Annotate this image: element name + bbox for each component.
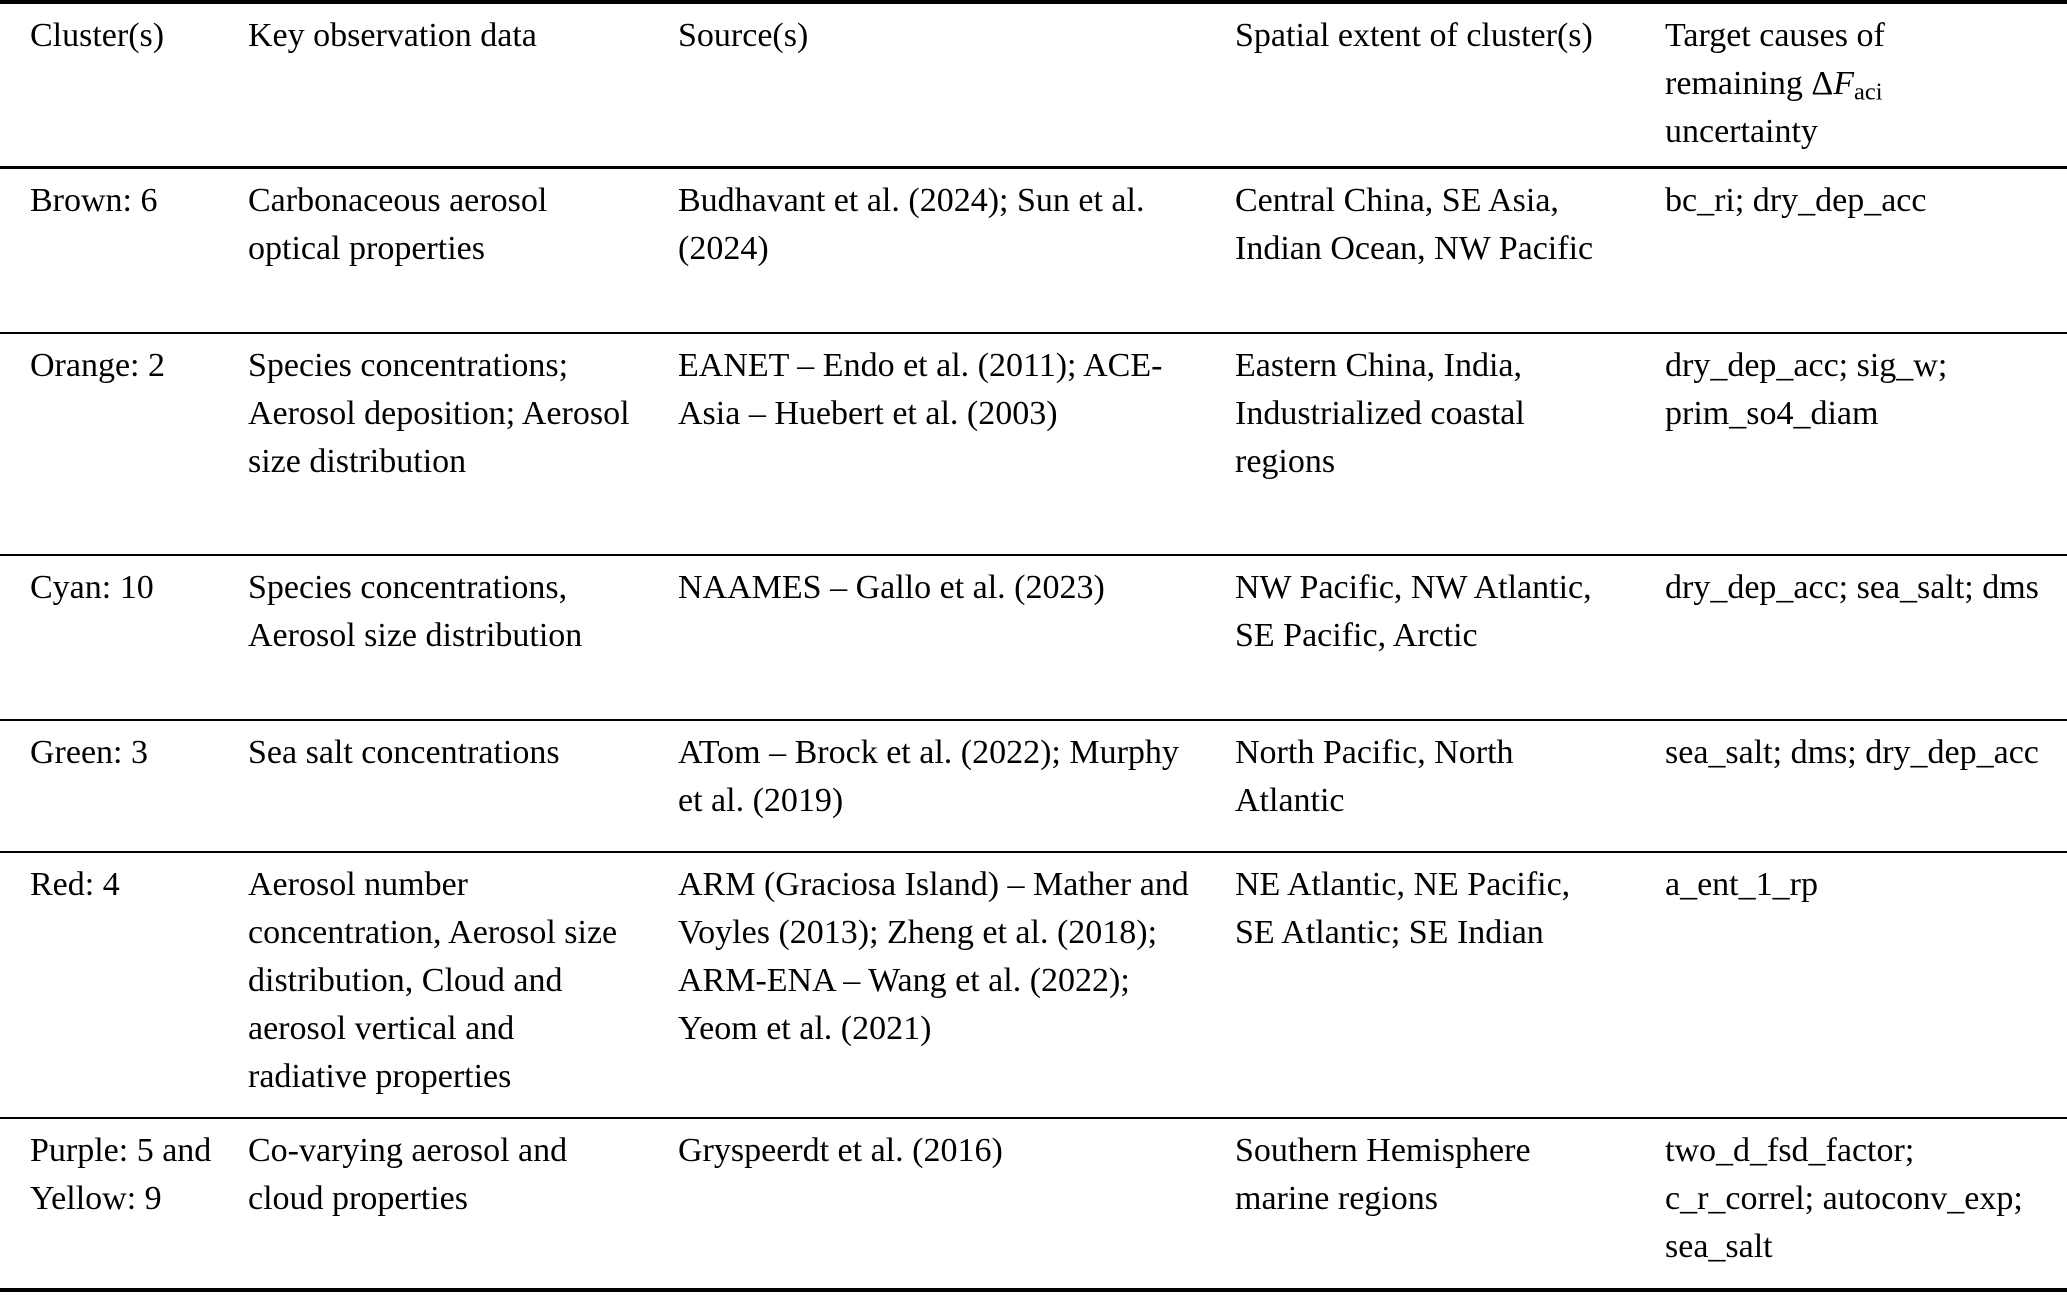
cell-target-causes: bc_ri; dry_dep_acc xyxy=(1665,181,1927,219)
cell-sources: ATom – Brock et al. (2022); Murphy et al… xyxy=(678,734,1179,819)
target-causes-line3: uncertainty xyxy=(1665,113,1818,150)
target-causes-line1: Target causes of xyxy=(1665,17,1885,54)
cell-cluster: Green: 3 xyxy=(30,734,149,771)
target-causes-line2: remaining xyxy=(1665,65,1803,102)
column-header-clusters: Cluster(s) xyxy=(30,17,165,54)
cell-cluster: Red: 4 xyxy=(30,866,120,903)
forcing-variable: F xyxy=(1833,65,1854,102)
cell-target-causes: sea_salt; dms; dry_dep_acc xyxy=(1665,734,2039,771)
header-row: Cluster(s) Key observation data Source(s… xyxy=(0,2,2067,167)
delta-symbol: Δ xyxy=(1811,65,1834,102)
cell-sources: Gryspeerdt et al. (2016) xyxy=(678,1132,1003,1169)
cell-target-causes: dry_dep_acc; sig_w; prim_so4_diam xyxy=(1665,347,1948,432)
cell-spatial-extent: NW Pacific, NW Atlantic, SE Pacific, Arc… xyxy=(1235,569,1592,654)
cell-observation-data: Co-varying aerosol and cloud properties xyxy=(248,1132,568,1217)
cell-cluster: Orange: 2 xyxy=(30,347,166,384)
cell-target-causes: dry_dep_acc; sea_salt; dms xyxy=(1665,569,2039,606)
cell-target-causes: a_ent_1_rp xyxy=(1665,866,1818,903)
cell-sources: NAAMES – Gallo et al. (2023) xyxy=(678,569,1105,606)
cell-spatial-extent: NE Atlantic, NE Pacific, SE Atlantic; SE… xyxy=(1235,866,1571,951)
column-header-spatial-extent: Spatial extent of cluster(s) xyxy=(1235,17,1593,54)
cell-observation-data: Aerosol number concentration, Aerosol si… xyxy=(248,866,618,1095)
column-header-observation-data: Key observation data xyxy=(248,17,537,54)
cell-cluster: Purple: 5 and Yellow: 9 xyxy=(30,1132,212,1217)
cell-spatial-extent: Eastern China, India, Industrialized coa… xyxy=(1235,347,1525,480)
cell-spatial-extent: Southern Hemisphere marine regions xyxy=(1235,1132,1531,1217)
delta-f-aci-formula: ΔFaci xyxy=(1811,65,1883,106)
cell-observation-data: Species concentrations, Aerosol size dis… xyxy=(248,569,583,654)
table-row: Orange: 2 Species concentrations; Aeroso… xyxy=(0,333,2067,555)
column-header-sources: Source(s) xyxy=(678,17,809,54)
cell-observation-data: Carbonaceous aerosol optical properties xyxy=(248,181,548,267)
cell-spatial-extent: North Pacific, North Atlantic xyxy=(1235,734,1514,819)
cell-observation-data: Species concentrations; Aerosol depositi… xyxy=(248,347,630,480)
table-row: Brown: 6 Carbonaceous aerosol optical pr… xyxy=(0,167,2067,333)
cell-spatial-extent: Central China, SE Asia, Indian Ocean, NW… xyxy=(1235,181,1594,267)
table-row: Red: 4 Aerosol number concentration, Aer… xyxy=(0,852,2067,1118)
table-row: Green: 3 Sea salt concentrations ATom – … xyxy=(0,720,2067,852)
cell-sources: Budhavant et al. (2024); Sun et al. (202… xyxy=(678,181,1145,267)
cell-sources: EANET – Endo et al. (2011); ACE-Asia – H… xyxy=(678,347,1163,432)
table-row: Purple: 5 and Yellow: 9 Co-varying aeros… xyxy=(0,1118,2067,1290)
cell-target-causes: two_d_fsd_factor; c_r_correl; autoconv_e… xyxy=(1665,1132,2023,1265)
column-header-target-causes: Target causes of remaining ΔFaci uncerta… xyxy=(1635,2,2067,167)
cell-sources: ARM (Graciosa Island) – Mather and Voyle… xyxy=(678,866,1189,1047)
cell-observation-data: Sea salt concentrations xyxy=(248,734,560,771)
aci-subscript: aci xyxy=(1854,78,1883,106)
cell-cluster: Cyan: 10 xyxy=(30,569,154,606)
cell-cluster: Brown: 6 xyxy=(30,181,158,219)
table-row: Cyan: 10 Species concentrations, Aerosol… xyxy=(0,555,2067,720)
